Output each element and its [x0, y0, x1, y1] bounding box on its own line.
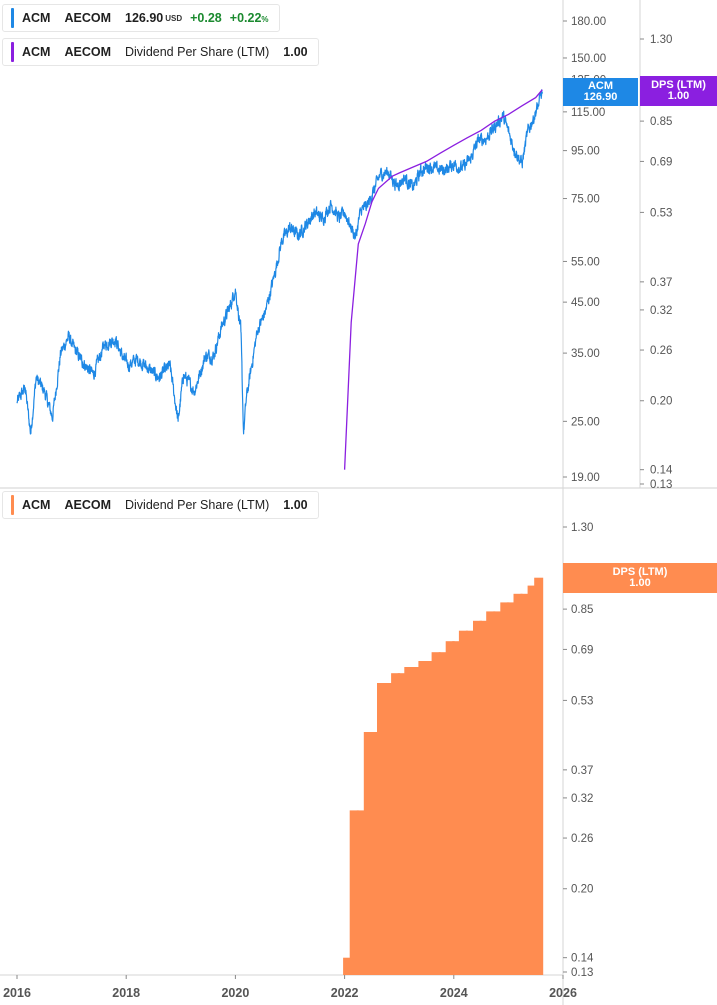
- price-legend-name: AECOM: [64, 11, 111, 25]
- bar-axis-label: 1.30: [571, 522, 593, 534]
- dps-bar: [425, 661, 434, 975]
- bar-legend-name: AECOM: [64, 498, 111, 512]
- bar-axis-label: 0.13: [571, 967, 593, 979]
- dps-bar: [486, 611, 496, 975]
- bar-legend-metric: Dividend Per Share (LTM): [125, 498, 270, 512]
- dps-bar: [404, 667, 414, 975]
- price-legend-color-bar: [11, 8, 14, 28]
- dps-bar: [479, 620, 489, 975]
- dps-bar: [445, 641, 455, 975]
- bar-dps-tag-value: 1.00: [629, 577, 651, 589]
- dps-tag: DPS (LTM) 1.00: [640, 76, 717, 106]
- bar-axis-label: 0.37: [571, 765, 593, 777]
- dps-axis-label: 0.32: [650, 305, 672, 317]
- dps-legend-name: AECOM: [64, 45, 111, 59]
- dps-bar: [431, 652, 441, 975]
- dps-bar: [520, 593, 530, 975]
- bar-axis-label: 0.26: [571, 833, 593, 845]
- dps-legend-color-bar: [11, 42, 14, 62]
- price-legend[interactable]: ACM AECOM 126.90 USD +0.28 +0.22%: [2, 4, 280, 32]
- dps-axis-label: 0.14: [650, 465, 673, 477]
- time-axis-label: 2026: [549, 986, 577, 1000]
- price-axis-label: 35.00: [571, 348, 600, 360]
- dps-axis-label: 0.37: [650, 277, 672, 289]
- dps-axis-label: 0.69: [650, 156, 672, 168]
- dps-bar: [534, 577, 544, 975]
- dps-bar: [438, 652, 448, 975]
- dps-bar: [513, 593, 523, 975]
- price-axis-label: 95.00: [571, 146, 600, 158]
- dps-bar: [349, 810, 359, 975]
- price-legend-pct-sign: %: [261, 15, 269, 24]
- dps-bar: [473, 620, 482, 975]
- dps-legend-ticker: ACM: [22, 45, 51, 59]
- dps-axis-label: 0.13: [650, 479, 672, 491]
- bar-axis-label: 0.14: [571, 953, 594, 965]
- price-axis-label: 45.00: [571, 297, 600, 309]
- dps-bar: [397, 673, 407, 975]
- dps-axis-label: 0.85: [650, 116, 672, 128]
- dps-bar: [377, 683, 386, 975]
- bar-axis-label: 0.20: [571, 884, 593, 896]
- price-axis-label: 75.00: [571, 194, 600, 206]
- price-axis-label: 180.00: [571, 16, 606, 28]
- dps-bar: [458, 630, 468, 975]
- price-legend-change-pct: +0.22: [229, 11, 262, 25]
- price-axis-label: 55.00: [571, 256, 600, 268]
- dps-legend[interactable]: ACM AECOM Dividend Per Share (LTM) 1.00: [2, 38, 319, 66]
- acm-price-tag: ACM 126.90: [563, 78, 638, 106]
- dps-line-series: [343, 89, 543, 470]
- dps-bar: [356, 810, 366, 975]
- dps-bar: [493, 611, 503, 975]
- acm-price-tag-ticker: ACM: [587, 80, 614, 92]
- dps-bar: [391, 673, 401, 975]
- bar-axis-label: 0.53: [571, 695, 593, 707]
- dps-bar: [465, 630, 475, 975]
- time-axis-label: 2022: [331, 986, 359, 1000]
- dps-tag-label: DPS (LTM): [651, 79, 706, 91]
- dps-bar: [527, 585, 537, 975]
- dps-bar: [343, 957, 353, 975]
- dps-bar: [506, 602, 516, 975]
- dps-bar: [418, 661, 428, 975]
- dps-legend-value: 1.00: [283, 45, 308, 59]
- bar-legend-color-bar: [11, 495, 14, 515]
- dps-axis-label: 0.26: [650, 345, 672, 357]
- dps-bar: [363, 732, 373, 975]
- dps-axis-label: 1.30: [650, 34, 672, 46]
- bar-dps-tag-label: DPS (LTM): [612, 566, 668, 578]
- acm-price-series: [16, 89, 543, 435]
- bar-axis-label: 0.69: [571, 644, 593, 656]
- dps-bar: [411, 667, 421, 975]
- dps-bar: [370, 732, 380, 975]
- dps-bar: [452, 641, 462, 975]
- time-axis-label: 2016: [3, 986, 31, 1000]
- bar-legend-ticker: ACM: [22, 498, 51, 512]
- price-legend-ticker: ACM: [22, 11, 51, 25]
- dps-tag-value: 1.00: [667, 90, 690, 102]
- bar-legend[interactable]: ACM AECOM Dividend Per Share (LTM) 1.00: [2, 491, 319, 519]
- bar-legend-value: 1.00: [283, 498, 308, 512]
- dps-axis-label: 0.53: [650, 207, 672, 219]
- price-legend-change: +0.28: [190, 11, 222, 25]
- price-axis-label: 25.00: [571, 416, 600, 428]
- price-axis-label: 115.00: [571, 107, 605, 119]
- dps-bar: [384, 683, 394, 975]
- dps-axis-label: 0.20: [650, 396, 672, 408]
- price-legend-price: 126.90: [125, 11, 164, 25]
- bar-axis-label: 0.32: [571, 793, 593, 805]
- bar-axis-label: 0.85: [571, 604, 593, 616]
- dps-bar: [500, 602, 510, 975]
- price-axis-label: 19.00: [571, 472, 600, 484]
- dps-legend-metric: Dividend Per Share (LTM): [125, 45, 270, 59]
- price-legend-currency: USD: [165, 13, 183, 23]
- price-axis-label: 150.00: [571, 53, 606, 65]
- time-axis-label: 2024: [440, 986, 468, 1000]
- time-axis-label: 2020: [221, 986, 249, 1000]
- time-axis-label: 2018: [112, 986, 140, 1000]
- bar-dps-tag: DPS (LTM) 1.00: [563, 563, 717, 593]
- acm-price-tag-value: 126.90: [583, 91, 618, 103]
